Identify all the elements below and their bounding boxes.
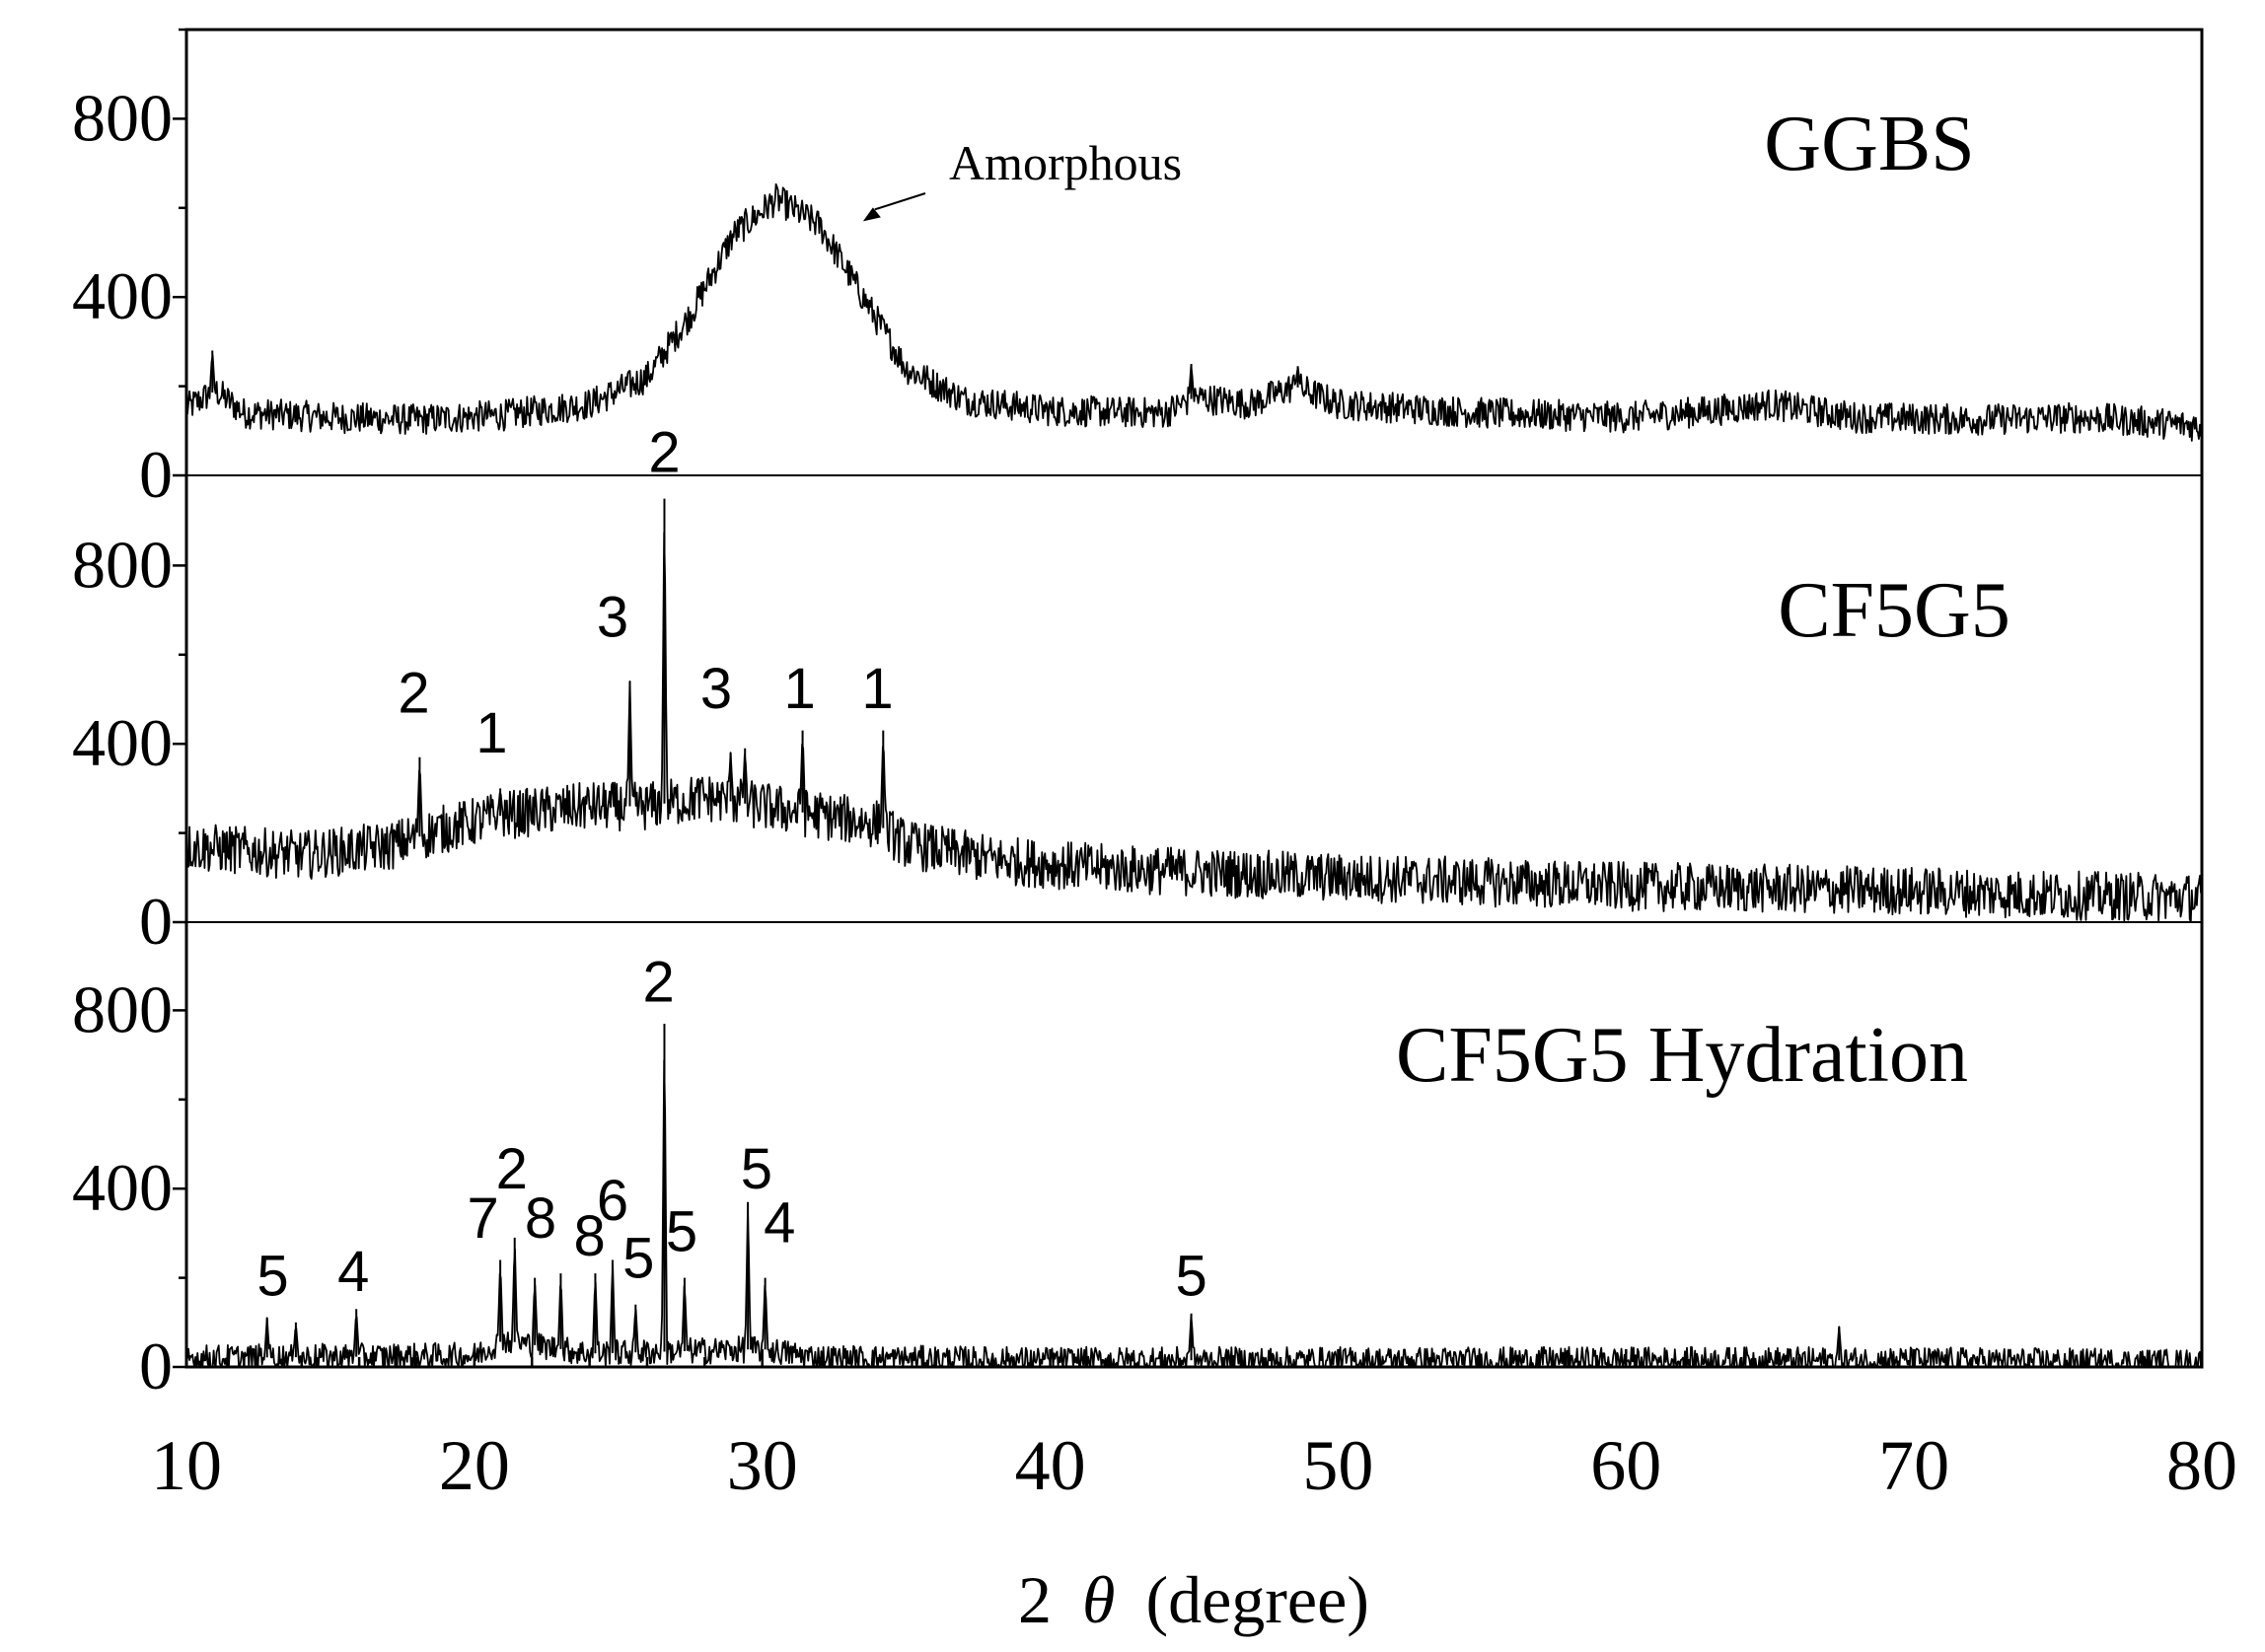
panel-title-ggbs: GGBS xyxy=(1764,101,1974,187)
ticks-layer: 0 400 800 0 400 800 0 400 800 10 20 30 40 50 60 70 80 xyxy=(72,28,2237,1505)
x-tick-label-50: 50 xyxy=(1302,1426,1373,1505)
x-axis-title: 2 θ (degree) xyxy=(1018,1562,1369,1637)
peak-label-cf5g5-2: 1 xyxy=(475,701,507,765)
y-tick-label-cf5g5-0: 0 xyxy=(139,884,173,959)
chart-frame xyxy=(184,28,2204,1369)
peak-label-cf5g5-hydration-7: 6 xyxy=(597,1169,628,1233)
peak-label-cf5g5-7: 1 xyxy=(861,657,893,721)
panel-separators xyxy=(186,474,2202,923)
x-tick-label-80: 80 xyxy=(2166,1426,2237,1505)
annotation-arrow-line xyxy=(874,192,926,211)
y-tick-label-cf5g5-hydration-0: 0 xyxy=(139,1329,173,1403)
peak-label-cf5g5-6: 1 xyxy=(784,657,816,721)
peak-label-cf5g5-hydration-8: 5 xyxy=(622,1227,654,1291)
peak-label-cf5g5-hydration-12: 4 xyxy=(764,1190,795,1255)
peak-label-cf5g5-3: 3 xyxy=(597,586,628,650)
x-tick-label-60: 60 xyxy=(1590,1426,1661,1505)
annotation-amorphous: Amorphous xyxy=(949,135,1182,190)
peak-label-cf5g5-hydration-10: 2 xyxy=(643,950,675,1014)
peak-label-cf5g5-hydration-4: 2 xyxy=(496,1137,528,1201)
peak-label-cf5g5-5: 3 xyxy=(700,657,732,721)
panel-title-cf5g5-hydration: CF5G5 Hydration xyxy=(1396,1012,1968,1099)
x-tick-label-30: 30 xyxy=(727,1426,798,1505)
series-cf5g5 xyxy=(185,532,2203,923)
annotation-arrow-head xyxy=(862,207,881,222)
peak-label-cf5g5-1: 2 xyxy=(398,662,429,726)
peak-label-cf5g5-hydration-1: 5 xyxy=(256,1245,288,1309)
series-ggbs xyxy=(185,182,2203,442)
x-tick-label-20: 20 xyxy=(439,1426,510,1505)
y-tick-label-cf5g5-hydration-800: 800 xyxy=(72,971,173,1046)
peak-label-cf5g5-hydration-11: 5 xyxy=(741,1137,772,1201)
y-tick-label-ggbs-800: 800 xyxy=(72,80,173,155)
x-tick-label-10: 10 xyxy=(151,1426,222,1505)
y-tick-label-cf5g5-400: 400 xyxy=(72,705,173,780)
peak-label-cf5g5-hydration-3: 7 xyxy=(467,1186,498,1251)
peak-label-cf5g5-hydration-5: 8 xyxy=(525,1186,556,1251)
panel-title-cf5g5: CF5G5 xyxy=(1778,567,2010,654)
series-layer xyxy=(185,182,2203,1368)
y-tick-label-cf5g5-hydration-400: 400 xyxy=(72,1150,173,1225)
series-cf5g5-hydration xyxy=(185,1059,2203,1368)
x-tick-label-70: 70 xyxy=(1878,1426,1949,1505)
y-tick-label-cf5g5-800: 800 xyxy=(72,527,173,602)
peak-label-cf5g5-4: 2 xyxy=(648,420,680,484)
peak-label-cf5g5-hydration-9: 5 xyxy=(666,1199,697,1263)
y-tick-label-ggbs-400: 400 xyxy=(72,258,173,333)
x-tick-label-40: 40 xyxy=(1015,1426,1086,1505)
peak-label-cf5g5-hydration-6: 8 xyxy=(573,1204,605,1268)
y-tick-label-ggbs-0: 0 xyxy=(139,437,173,512)
peak-label-cf5g5-hydration-13: 5 xyxy=(1175,1245,1206,1309)
peak-label-cf5g5-hydration-2: 4 xyxy=(337,1240,369,1304)
